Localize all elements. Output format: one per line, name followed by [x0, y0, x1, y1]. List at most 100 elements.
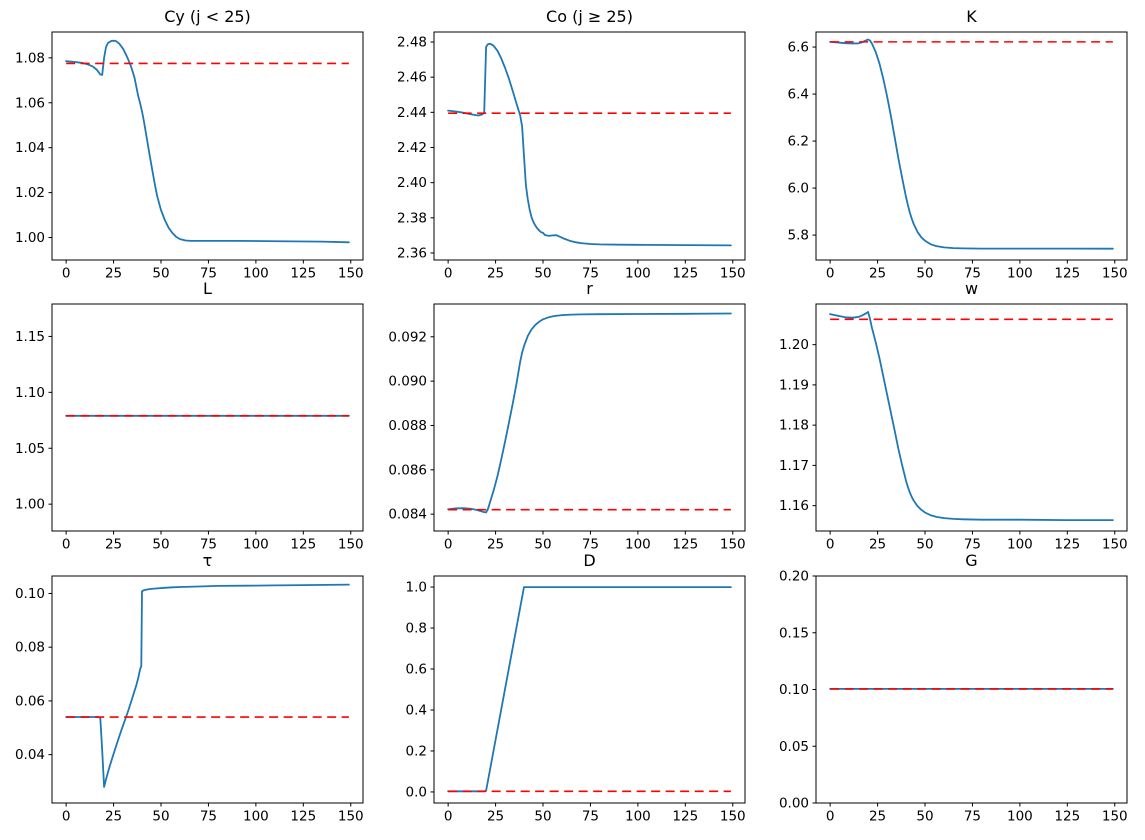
y-tick-label: 0.08 — [15, 640, 45, 656]
x-tick-label: 100 — [625, 266, 651, 282]
y-tick-label: 1.18 — [779, 418, 809, 434]
x-tick-label: 50 — [534, 809, 551, 825]
x-tick-label: 150 — [338, 266, 364, 282]
subplot-title-co: Co (j ≥ 25) — [546, 7, 633, 26]
y-tick-label: 1.20 — [779, 337, 809, 353]
x-tick-label: 25 — [869, 537, 886, 553]
x-tick-label: 25 — [105, 537, 122, 553]
y-tick-label: 1.0 — [406, 580, 427, 596]
axes-frame — [433, 31, 746, 261]
y-tick-label: 0.2 — [406, 743, 427, 759]
y-tick-label: 1.16 — [779, 498, 809, 514]
y-tick-label: 1.06 — [15, 95, 45, 111]
x-tick-label: 150 — [720, 537, 746, 553]
x-tick-label: 125 — [1054, 809, 1080, 825]
x-tick-label: 50 — [534, 266, 551, 282]
axes-frame — [51, 31, 364, 261]
x-tick-label: 150 — [720, 266, 746, 282]
series-line-r — [447, 312, 732, 514]
subplot-title-l: L — [203, 279, 212, 298]
x-tick-label: 100 — [1007, 266, 1033, 282]
axes-frame — [51, 303, 364, 532]
x-tick-label: 150 — [338, 537, 364, 553]
subplot-tau: τ 0 25 50 75 100 125 150 0.04 0.06 0.08 0.10 — [15, 551, 364, 825]
x-tick-label: 0 — [444, 537, 453, 553]
y-tick-label: 2.48 — [397, 35, 427, 51]
x-tick-label: 25 — [487, 266, 504, 282]
y-tick-label: 0.05 — [779, 739, 809, 755]
subplot-d: D 0 25 50 75 100 125 150 0.0 0.2 0.4 0.6 0.8 1.0 — [406, 551, 746, 825]
x-tick-label: 75 — [582, 809, 599, 825]
x-tick-label: 100 — [625, 537, 651, 553]
x-tick-label: 125 — [290, 266, 316, 282]
y-tick-label: 6.6 — [788, 40, 809, 56]
x-tick-label: 125 — [672, 537, 698, 553]
y-tick-label: 0.15 — [779, 625, 809, 641]
y-tick-label: 0.00 — [779, 796, 809, 812]
subplot-k: K 0 25 50 75 100 125 150 5.8 6.0 6.2 6.4 6.6 — [788, 7, 1128, 282]
subplot-title-g: G — [965, 551, 977, 570]
x-tick-label: 75 — [964, 809, 981, 825]
x-tick-label: 50 — [916, 809, 933, 825]
subplot-title-r: r — [586, 279, 593, 298]
x-tick-label: 125 — [290, 537, 316, 553]
y-tick-label: 1.05 — [15, 441, 45, 457]
y-tick-label: 1.19 — [779, 377, 809, 393]
series-line-k — [829, 38, 1114, 250]
x-tick-label: 0 — [444, 266, 453, 282]
y-tick-label: 6.0 — [788, 181, 809, 197]
x-tick-label: 100 — [243, 537, 269, 553]
x-tick-label: 100 — [243, 266, 269, 282]
x-tick-label: 125 — [1054, 266, 1080, 282]
axes-frame — [433, 575, 746, 804]
y-tick-label: 0.086 — [388, 462, 427, 478]
y-tick-label: 0.6 — [406, 662, 427, 678]
y-tick-label: 6.4 — [788, 87, 809, 103]
y-tick-label: 1.10 — [15, 385, 45, 401]
y-tick-label: 0.4 — [406, 702, 427, 718]
x-tick-label: 25 — [487, 809, 504, 825]
x-tick-label: 125 — [672, 266, 698, 282]
x-tick-label: 25 — [487, 537, 504, 553]
subplot-title-w: w — [965, 279, 978, 298]
series-line-w — [829, 311, 1114, 521]
x-tick-label: 150 — [338, 809, 364, 825]
y-tick-label: 2.46 — [397, 70, 427, 86]
axes-frame — [815, 31, 1128, 261]
axes-frame — [51, 575, 364, 804]
subplot-cy: Cy (j < 25) 0 25 50 75 100 125 150 1.00 1.02 1.04 1… — [15, 7, 364, 282]
x-tick-label: 0 — [62, 537, 71, 553]
y-tick-label: 6.2 — [788, 134, 809, 150]
x-tick-label: 0 — [826, 809, 835, 825]
x-tick-label: 75 — [964, 266, 981, 282]
x-tick-label: 100 — [625, 809, 651, 825]
x-tick-label: 150 — [1102, 537, 1128, 553]
y-tick-label: 0.092 — [388, 329, 427, 345]
x-tick-label: 50 — [152, 537, 169, 553]
y-tick-label: 0.04 — [15, 747, 45, 763]
y-tick-label: 0.084 — [388, 507, 427, 523]
axes-frame — [815, 303, 1128, 532]
subplot-co: Co (j ≥ 25) 0 25 50 75 100 125 150 2.36 2.38 2.40 2… — [397, 7, 746, 282]
y-tick-label: 1.17 — [779, 458, 809, 474]
x-tick-label: 75 — [200, 809, 217, 825]
y-tick-label: 5.8 — [788, 228, 809, 244]
subplot-l: L 0 25 50 75 100 125 150 1.00 1.05 1.10 1.15 — [15, 279, 364, 553]
subplot-r: r 0 25 50 75 100 125 150 0.084 0.086 0.088 0.090 0.0… — [388, 279, 745, 553]
x-tick-label: 0 — [62, 809, 71, 825]
subplot-title-k: K — [966, 7, 977, 26]
x-tick-label: 75 — [200, 537, 217, 553]
x-tick-label: 25 — [105, 266, 122, 282]
y-tick-label: 0.090 — [388, 374, 427, 390]
x-tick-label: 150 — [1102, 266, 1128, 282]
x-tick-label: 0 — [62, 266, 71, 282]
y-tick-label: 1.00 — [15, 230, 45, 246]
x-tick-label: 50 — [534, 537, 551, 553]
axes-frame — [815, 575, 1128, 804]
y-tick-label: 0.20 — [779, 569, 809, 585]
x-tick-label: 50 — [916, 537, 933, 553]
y-tick-label: 2.42 — [397, 140, 427, 156]
x-tick-label: 25 — [869, 809, 886, 825]
subplot-title-tau: τ — [203, 551, 213, 570]
